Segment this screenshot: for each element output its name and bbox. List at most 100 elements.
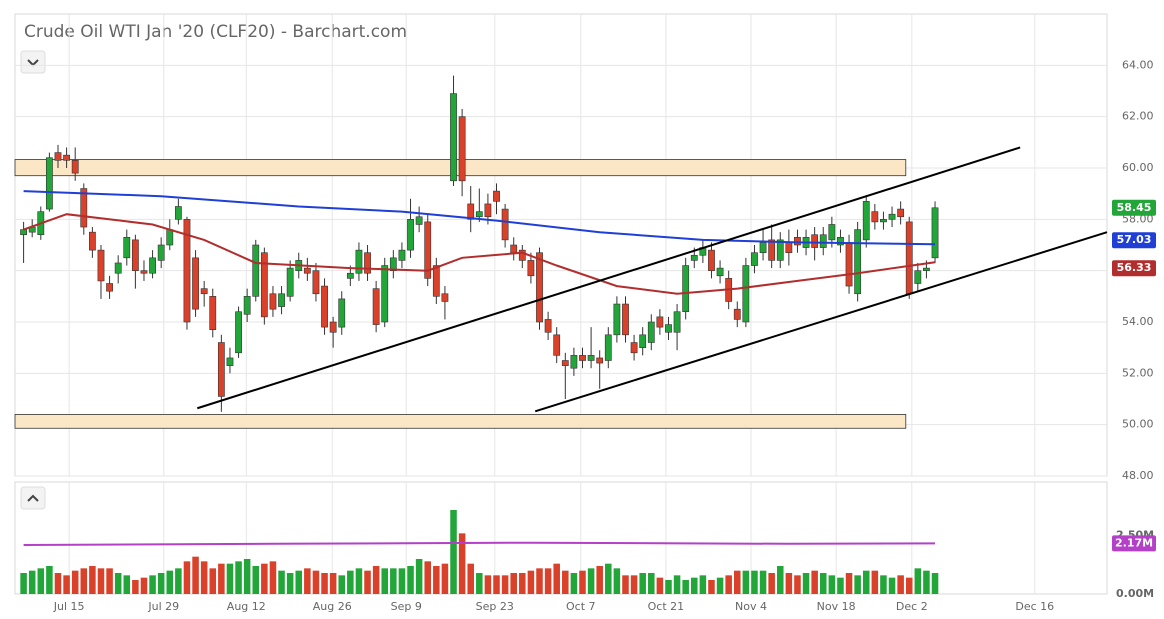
candle-body — [131, 239, 139, 271]
candle-body — [854, 229, 862, 295]
volume-bar — [304, 568, 311, 594]
volume-bar — [312, 570, 320, 594]
volume-bar — [441, 563, 449, 594]
candle-body — [278, 293, 285, 307]
candle-body — [493, 190, 500, 202]
candle-body — [458, 116, 466, 182]
volume-bar — [802, 573, 810, 594]
volume-bar — [192, 556, 199, 594]
volume-bar — [364, 570, 371, 594]
volume-bar — [553, 563, 560, 594]
volume-bar — [390, 568, 397, 594]
candle-body — [501, 208, 509, 241]
volume-bar — [759, 570, 767, 594]
volume-bar — [862, 570, 870, 594]
y-tick-label: 54.00 — [1122, 315, 1154, 328]
volume-bar — [897, 575, 904, 594]
x-tick-label: Jul 15 — [53, 600, 85, 613]
x-tick-label: Oct 21 — [648, 600, 685, 613]
volume-bar — [407, 566, 414, 594]
x-tick-label: Jul 29 — [147, 600, 179, 613]
candle-body — [630, 342, 638, 354]
volume-bar — [372, 566, 380, 594]
volume-bar — [415, 559, 423, 594]
volume-bar — [510, 573, 517, 594]
volume-bar — [149, 575, 156, 594]
candle-body — [665, 324, 672, 333]
volume-bar — [63, 575, 70, 594]
volume-bar — [467, 563, 474, 594]
candle-body — [579, 355, 586, 361]
candle-body — [587, 355, 595, 361]
volume-bar — [20, 573, 27, 594]
candle-body — [751, 252, 758, 266]
candle-body — [54, 152, 62, 161]
expand-button[interactable] — [20, 486, 46, 510]
candle-body — [759, 242, 767, 254]
volume-bar — [622, 575, 629, 594]
volume-bar — [768, 573, 775, 594]
candle-body — [338, 298, 346, 328]
candle-body — [88, 231, 96, 251]
x-tick-label: Aug 12 — [227, 600, 266, 613]
volume-bar — [37, 568, 45, 594]
candle-body — [286, 267, 294, 297]
candle-body — [381, 265, 389, 323]
candle-body — [97, 249, 105, 282]
volume-bar — [252, 566, 260, 594]
candle-body — [819, 234, 827, 248]
moving-average — [23, 190, 936, 246]
candle-body — [424, 221, 432, 279]
volume-bar — [493, 575, 500, 594]
volume-bar — [123, 575, 131, 594]
candle-body — [828, 224, 836, 241]
x-tick-label: Nov 4 — [735, 600, 767, 613]
volume-bar — [544, 568, 552, 594]
volume-bar — [630, 575, 638, 594]
candle-body — [71, 160, 79, 174]
candle-body — [931, 207, 939, 259]
volume-tick-label: 0.00M — [1116, 587, 1154, 600]
candle-body — [20, 229, 27, 236]
candle-body — [450, 93, 457, 182]
volume-bar — [519, 573, 526, 594]
y-tick-label: 52.00 — [1122, 366, 1154, 379]
volume-bar — [347, 570, 354, 594]
volume-bar — [166, 570, 174, 594]
volume-bar — [132, 580, 139, 594]
candle-body — [553, 334, 561, 356]
volume-bar — [261, 563, 268, 594]
volume-bar — [235, 561, 242, 594]
candle-body — [432, 265, 440, 297]
volume-bar — [243, 559, 251, 594]
price-panel-frame — [14, 13, 1108, 477]
candle-body — [905, 221, 913, 295]
candle-body — [897, 208, 905, 218]
candle-body — [527, 260, 535, 277]
candle-body — [303, 267, 311, 274]
candle-body — [209, 296, 217, 331]
volume-bar — [433, 566, 440, 594]
candle-body — [260, 252, 268, 318]
volume-bar — [845, 573, 853, 594]
collapse-button[interactable] — [20, 50, 46, 74]
candle-body — [389, 257, 397, 271]
candle-body — [226, 357, 234, 366]
candle-body — [785, 242, 793, 254]
candle-body — [682, 265, 690, 313]
volume-bar — [691, 577, 698, 594]
candle-body — [312, 270, 320, 295]
candle-body — [596, 357, 604, 364]
candle-body — [690, 254, 698, 261]
candle-body — [114, 262, 122, 274]
volume-bar — [89, 566, 96, 594]
candle-body — [441, 293, 449, 302]
chart-title: Crude Oil WTI Jan '20 (CLF20) - Barchart… — [24, 22, 407, 42]
candle-body — [673, 311, 681, 333]
volume-panel-frame — [14, 481, 1108, 595]
candle-body — [923, 267, 930, 271]
candle-body — [510, 244, 518, 253]
candle-body — [561, 360, 569, 366]
candle-body — [149, 257, 156, 274]
candle-body — [880, 219, 887, 223]
